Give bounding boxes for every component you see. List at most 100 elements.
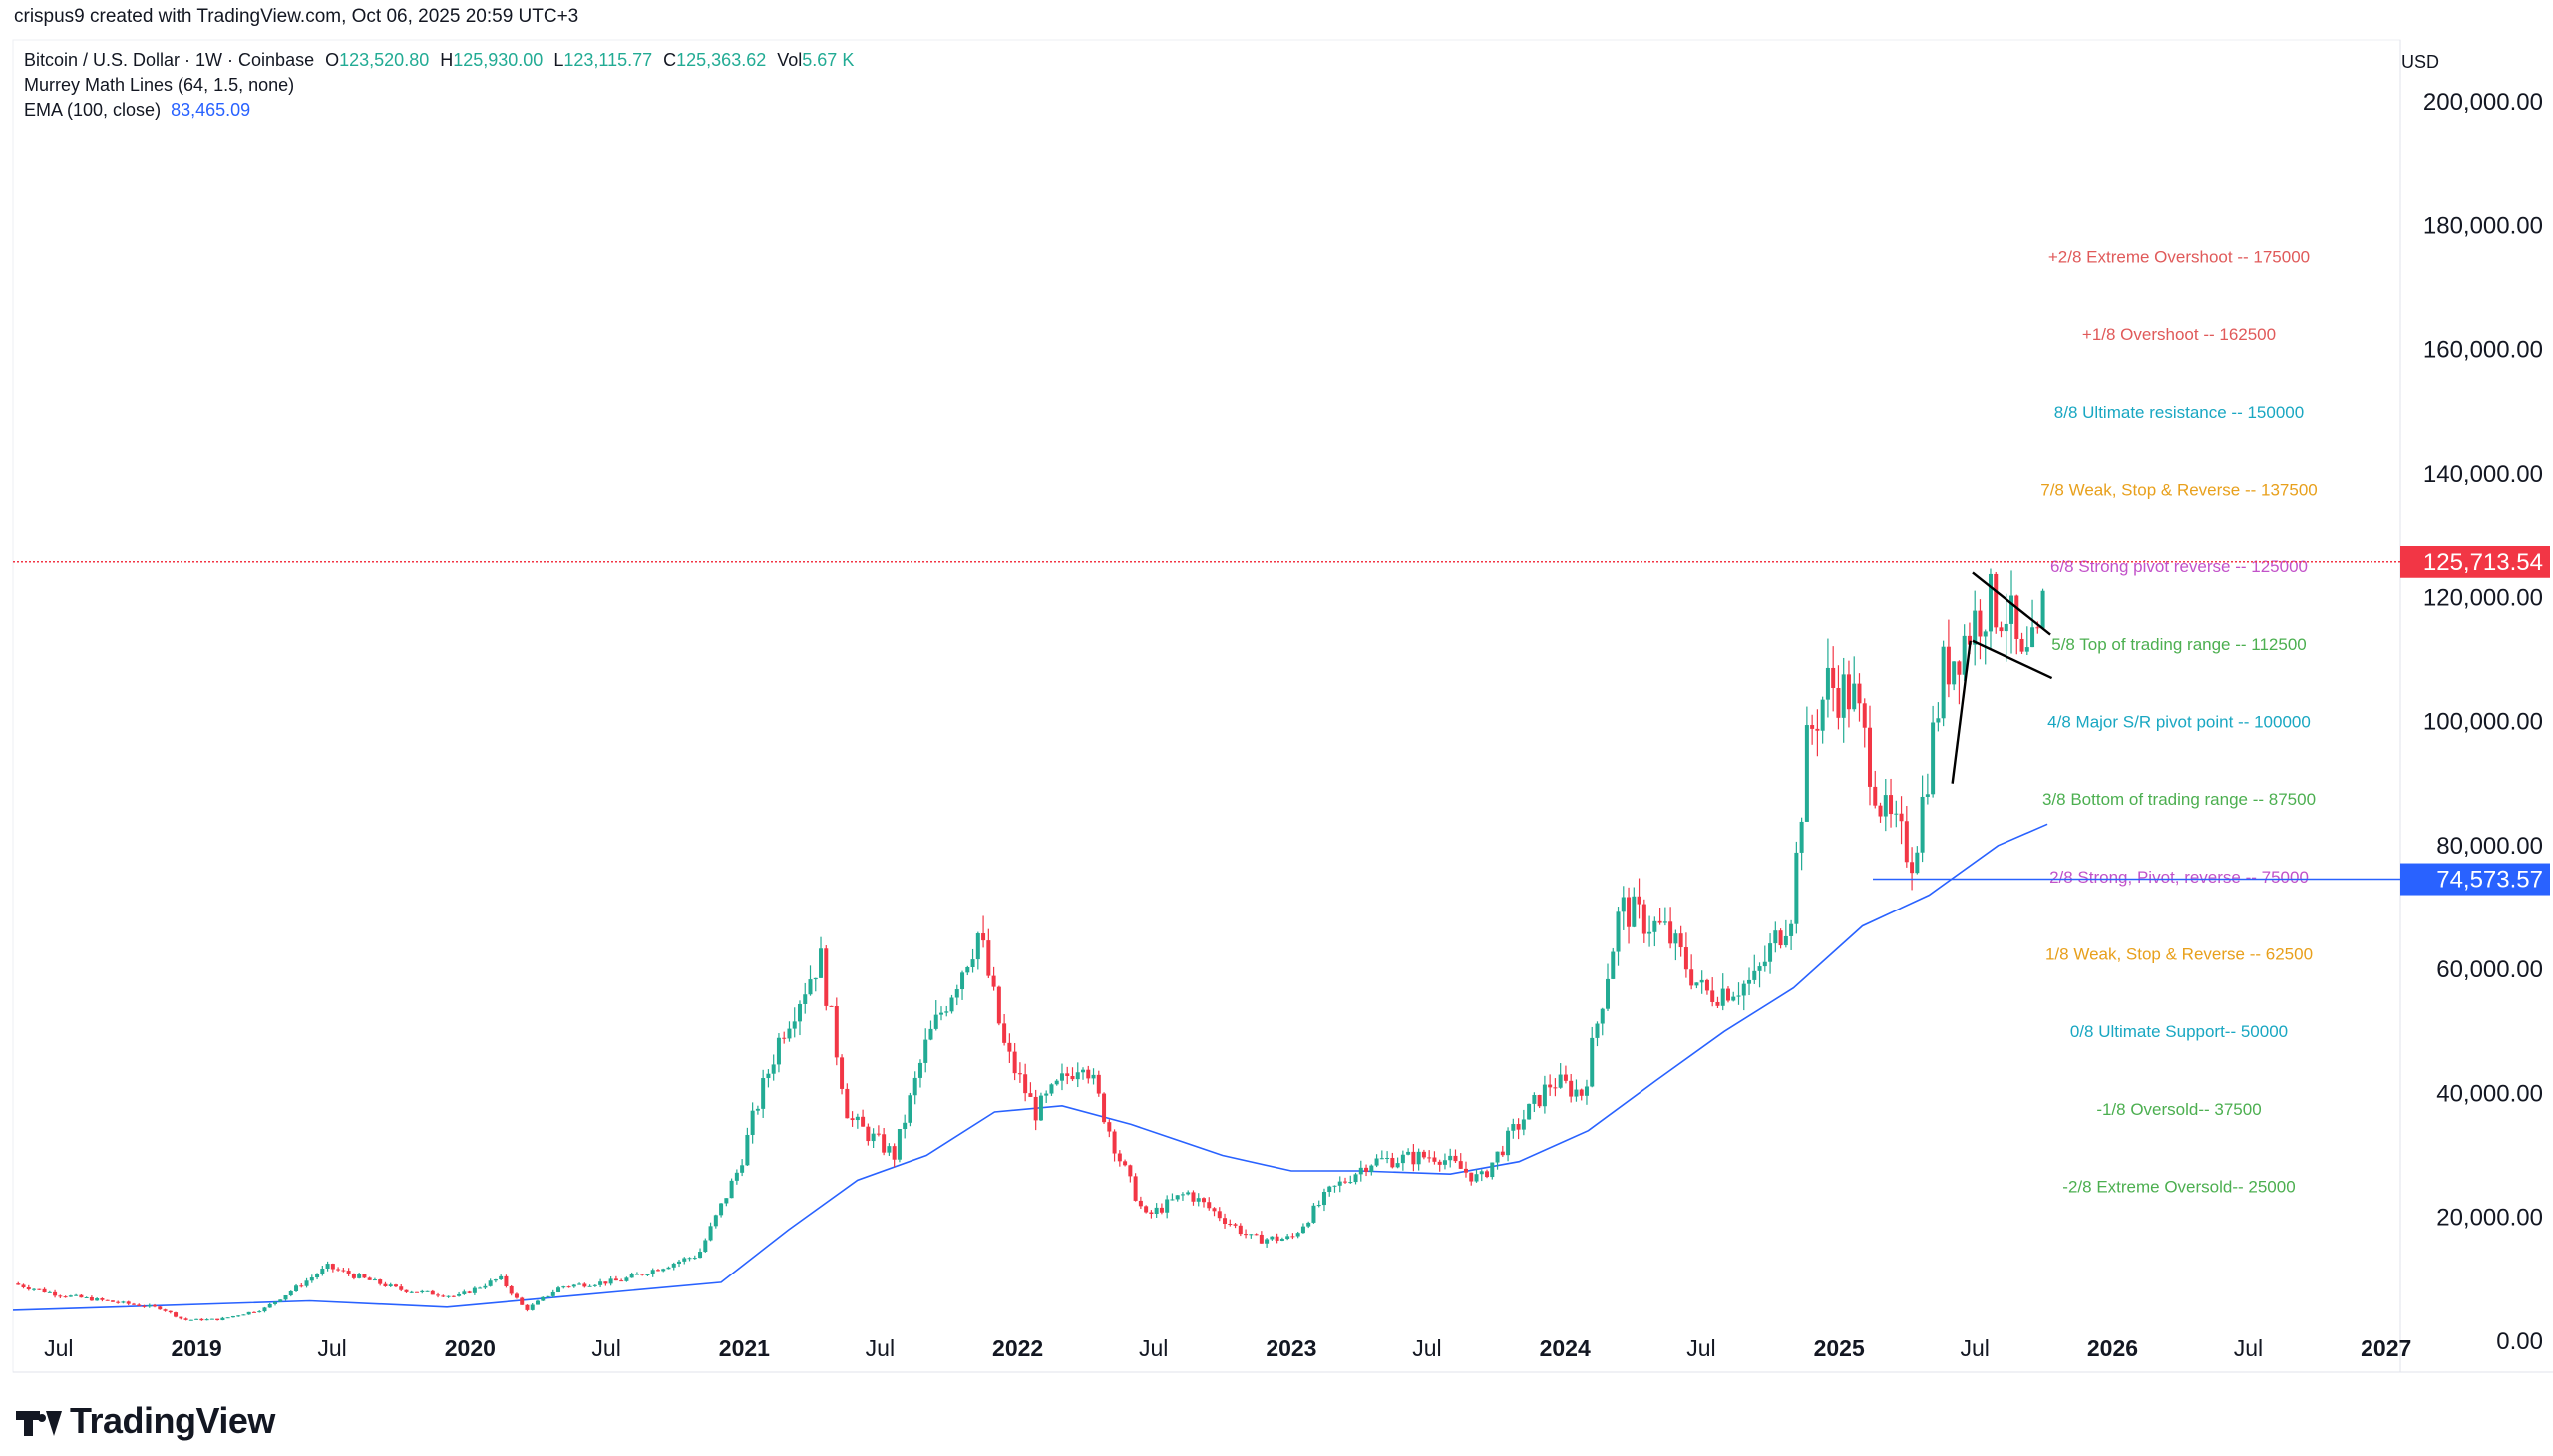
high-label: H — [440, 50, 454, 70]
candle-body — [1285, 1236, 1290, 1240]
x-tick-label: 2023 — [1266, 1335, 1316, 1361]
candle-body — [1201, 1198, 1206, 1203]
candle-body — [2019, 638, 2024, 652]
candle-body — [1165, 1199, 1170, 1213]
candle-body — [692, 1258, 697, 1260]
candle-body — [1883, 795, 1888, 817]
candle-body — [1873, 786, 1878, 806]
candle-body — [1212, 1208, 1217, 1212]
last-price-badge[interactable]: 125,713.54 — [2400, 546, 2550, 578]
candle-body — [53, 1291, 58, 1296]
plot-frame — [12, 39, 2401, 1373]
candle-body — [587, 1285, 592, 1287]
candle-body — [378, 1279, 383, 1284]
candle-body — [713, 1215, 718, 1227]
y-tick-label: 80,000.00 — [2436, 833, 2543, 860]
candle-body — [1316, 1205, 1321, 1207]
candle-body — [1768, 943, 1773, 962]
candle-body — [89, 1296, 94, 1301]
candle-body — [79, 1294, 84, 1298]
price-axis[interactable]: 0.00 20,000.00 40,000.00 60,000.00 80,000.00… — [2423, 89, 2543, 1355]
candle-body — [724, 1198, 729, 1204]
candle-body — [1899, 813, 1904, 822]
murrey-legend[interactable]: Murrey Math Lines (64, 1.5, none) — [24, 75, 294, 96]
ema-value: 83,465.09 — [171, 100, 251, 120]
candle-body — [2024, 647, 2029, 652]
candle-body — [1180, 1194, 1185, 1196]
candle-body — [803, 994, 808, 1004]
candle-body — [241, 1314, 246, 1316]
brand-name: TradingView — [70, 1400, 275, 1441]
candle-body — [829, 1005, 834, 1007]
candle-body — [457, 1293, 462, 1296]
candle-body — [1590, 1037, 1595, 1087]
candle-body — [525, 1304, 530, 1310]
candle-body — [251, 1311, 256, 1313]
candle-body — [808, 979, 813, 995]
candle-body — [1889, 795, 1894, 815]
currency-label[interactable]: USD — [2401, 52, 2440, 72]
candle-body — [514, 1293, 519, 1298]
candle-body — [1149, 1212, 1154, 1214]
candle-body — [488, 1280, 493, 1286]
candle-body — [1411, 1151, 1416, 1165]
candle-body — [2009, 595, 2014, 624]
candle-body — [561, 1286, 566, 1288]
candle-body — [1862, 703, 1867, 728]
x-tick-label: 2026 — [2087, 1335, 2138, 1361]
support-price-badge[interactable]: 74,573.57 — [2400, 863, 2550, 896]
candle-body — [1846, 674, 1851, 710]
candle-body — [299, 1285, 304, 1287]
candle-body — [991, 975, 996, 987]
candle-body — [734, 1172, 739, 1181]
candle-body — [1485, 1171, 1490, 1178]
candle-body — [1191, 1192, 1196, 1202]
candle-body — [866, 1126, 871, 1142]
symbol-legend[interactable]: Bitcoin / U.S. Dollar · 1W · Coinbase O1… — [24, 50, 854, 71]
candle-body — [225, 1317, 230, 1319]
candle-body — [1657, 920, 1662, 923]
time-axis[interactable]: Jul 2019 Jul 2020 Jul 2021 Jul 2022 Jul 2023 Jul 20… — [44, 1335, 2411, 1361]
candle-body — [908, 1095, 912, 1123]
x-tick-label: Jul — [317, 1335, 346, 1361]
candle-body — [137, 1304, 142, 1306]
candle-body — [1574, 1089, 1579, 1097]
candle-body — [1542, 1084, 1547, 1107]
x-tick-label: 2025 — [1814, 1335, 1865, 1361]
candle-body — [729, 1180, 734, 1199]
candle-body — [2014, 595, 2019, 639]
candle-body — [1400, 1154, 1405, 1164]
candle-body — [220, 1317, 225, 1321]
candle-body — [467, 1291, 472, 1293]
candle-body — [1967, 635, 1972, 645]
murrey-level-label: 4/8 Major S/R pivot point -- 100000 — [2047, 713, 2311, 732]
candle-body — [1952, 661, 1957, 685]
candle-body — [1279, 1239, 1284, 1241]
candle-body — [357, 1274, 362, 1278]
candle-body — [933, 1014, 938, 1029]
candle-body — [677, 1261, 682, 1264]
candle-body — [1379, 1158, 1384, 1160]
candle-body — [1075, 1072, 1080, 1080]
y-tick-label: 0.00 — [2496, 1328, 2543, 1355]
candle-body — [1223, 1218, 1228, 1224]
x-tick-label: Jul — [591, 1335, 620, 1361]
candle-body — [666, 1267, 671, 1270]
candle-body — [1028, 1093, 1033, 1097]
candle-body — [1694, 982, 1699, 986]
candle-body — [47, 1291, 52, 1293]
candle-body — [1144, 1206, 1149, 1213]
candle-body — [262, 1307, 267, 1312]
candle-body — [283, 1295, 288, 1300]
candle-body — [1337, 1181, 1342, 1186]
tradingview-brand[interactable]: TradingView — [16, 1400, 275, 1442]
candle-body — [1558, 1074, 1563, 1088]
ema-legend[interactable]: EMA (100, close) 83,465.09 — [24, 100, 250, 121]
candle-body — [592, 1284, 597, 1286]
candle-body — [246, 1311, 251, 1315]
candle-body — [199, 1318, 204, 1321]
candle-body — [294, 1285, 299, 1291]
candle-body — [887, 1146, 892, 1153]
candle-body — [1244, 1234, 1249, 1236]
